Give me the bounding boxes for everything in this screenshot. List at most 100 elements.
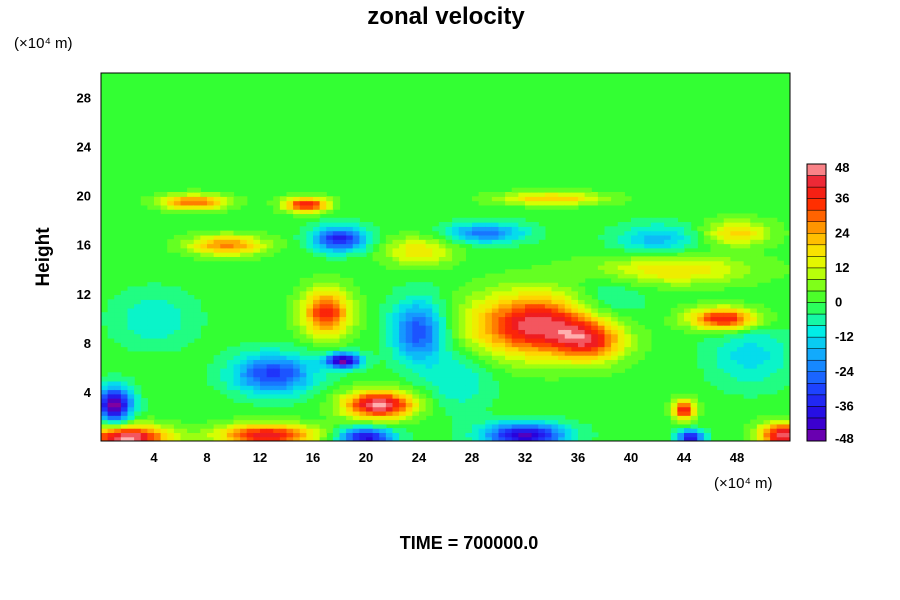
heatmap-cell [458, 256, 466, 262]
heatmap-cell [684, 234, 692, 240]
heatmap-cell [207, 239, 215, 245]
heatmap-cell [134, 423, 142, 429]
heatmap-cell [445, 234, 453, 240]
heatmap-cell [253, 385, 261, 391]
heatmap-cell [379, 303, 387, 309]
heatmap-cell [332, 256, 341, 262]
heatmap-cell [743, 333, 751, 339]
heatmap-cell [326, 247, 334, 253]
heatmap-cell [485, 217, 493, 223]
heatmap-cell [107, 299, 115, 305]
heatmap-cell [452, 230, 460, 236]
heatmap-cell [531, 239, 539, 245]
heatmap-cell [650, 243, 659, 249]
heatmap-cell [458, 333, 466, 339]
heatmap-cell [511, 282, 519, 288]
heatmap-cell [306, 385, 314, 391]
heatmap-cell [465, 234, 473, 240]
heatmap-cell [101, 316, 109, 322]
colorbar-segment [806, 302, 827, 315]
heatmap-cell [134, 325, 142, 330]
heatmap-cell [624, 350, 632, 356]
heatmap-cell [313, 282, 321, 288]
colorbar-segment [806, 336, 827, 349]
heatmap-cell [491, 346, 500, 352]
heatmap-cell [591, 273, 599, 279]
heatmap-cell [544, 329, 553, 335]
heatmap-cell [485, 329, 493, 335]
heatmap-cell [597, 346, 606, 352]
heatmap-cell [279, 389, 288, 395]
heatmap-cell [193, 320, 201, 326]
heatmap-cell [564, 368, 572, 373]
heatmap-cell [531, 303, 539, 309]
heatmap-cell [332, 299, 341, 305]
heatmap-cell [571, 307, 579, 313]
heatmap-cell [319, 277, 327, 283]
heatmap-cell [167, 209, 175, 215]
heatmap-cell [723, 325, 731, 330]
heatmap-cell [326, 222, 334, 227]
heatmap-cell [379, 256, 387, 262]
heatmap-cell [319, 222, 327, 227]
heatmap-cell [107, 316, 115, 322]
heatmap-cell [584, 428, 592, 434]
heatmap-cell [200, 320, 208, 326]
heatmap-cell [505, 269, 513, 275]
heatmap-cell [107, 423, 115, 429]
heatmap-cell [544, 191, 553, 197]
heatmap-cell [558, 191, 566, 197]
heatmap-cell [346, 290, 354, 296]
heatmap-cell [173, 191, 182, 197]
heatmap-cell [392, 355, 400, 361]
heatmap-cell [266, 200, 274, 206]
heatmap-cell [193, 252, 201, 257]
heatmap-cell [750, 329, 758, 335]
heatmap-cell [750, 226, 758, 232]
heatmap-cell [717, 329, 725, 335]
heatmap-cell [412, 393, 420, 399]
heatmap-cell [538, 234, 546, 240]
heatmap-cell [399, 346, 407, 352]
heatmap-cell [379, 423, 387, 429]
heatmap-cell [154, 432, 162, 438]
heatmap-cell [571, 277, 579, 283]
heatmap-cell [584, 363, 592, 369]
heatmap-cell [472, 376, 480, 382]
heatmap-cell [485, 243, 493, 249]
heatmap-cell [730, 277, 738, 283]
heatmap-cell [684, 312, 692, 318]
heatmap-cell [326, 402, 334, 408]
heatmap-cell [286, 191, 294, 197]
heatmap-cell [372, 398, 380, 403]
heatmap-cell [425, 312, 433, 318]
y-tick-label: 24 [77, 140, 92, 155]
heatmap-cell [478, 406, 486, 412]
heatmap-cell [299, 196, 307, 202]
heatmap-cell [452, 359, 460, 365]
heatmap-cell [299, 230, 307, 236]
heatmap-cell [432, 252, 440, 257]
heatmap-cell [293, 350, 301, 356]
heatmap-cell [551, 295, 559, 300]
heatmap-cell [677, 286, 685, 292]
heatmap-cell [697, 277, 705, 283]
heatmap-cell [445, 264, 453, 270]
heatmap-cell [246, 247, 254, 253]
heatmap-cell [332, 410, 341, 416]
heatmap-cell [385, 380, 394, 386]
heatmap-cell [392, 290, 400, 296]
heatmap-cell [498, 200, 506, 206]
heatmap-cell [279, 376, 288, 382]
heatmap-cell [445, 363, 453, 369]
heatmap-cell [372, 385, 380, 391]
heatmap-cell [511, 239, 519, 245]
heatmap-cell [207, 372, 215, 378]
heatmap-cell [187, 329, 195, 335]
heatmap-cell [432, 359, 440, 365]
heatmap-cell [710, 355, 718, 361]
heatmap-cell [306, 277, 314, 283]
heatmap-cell [756, 312, 765, 318]
heatmap-cell [167, 432, 175, 438]
heatmap-cell [154, 346, 162, 352]
